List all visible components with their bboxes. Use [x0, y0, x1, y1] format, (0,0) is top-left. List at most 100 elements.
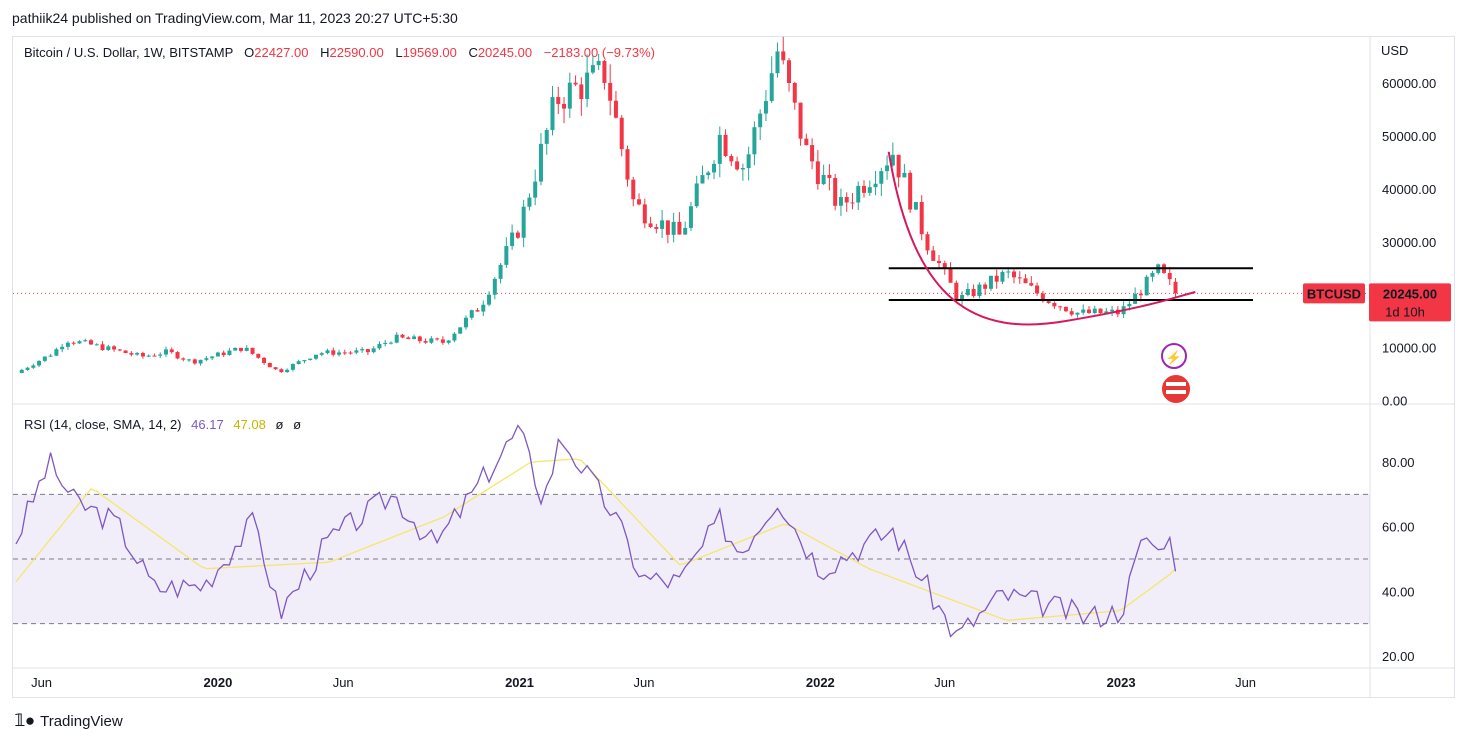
rsi-legend[interactable]: RSI (14, close, SMA, 14, 2) 46.17 47.08 … [24, 417, 301, 432]
rsi-sma-value: 47.08 [233, 417, 266, 432]
candle-body [412, 336, 417, 340]
candle-body [510, 232, 515, 247]
rsi-axis-tick: 80.00 [1382, 455, 1415, 470]
candle-body [42, 356, 47, 361]
candle-body [365, 349, 370, 353]
low-value: 19569.00 [402, 45, 457, 60]
candle-body [642, 204, 647, 224]
candle-body [348, 352, 353, 354]
high-label: H [320, 45, 330, 60]
candle-body [879, 171, 884, 184]
candle-body [637, 199, 642, 205]
candle-body [712, 163, 717, 173]
candle-body [994, 275, 999, 282]
candle-body [342, 352, 347, 354]
candle-body [158, 354, 163, 356]
candle-body [873, 183, 878, 188]
candle-body [815, 161, 820, 185]
candle-body [700, 175, 705, 184]
candle-body [821, 174, 826, 185]
candle-body [175, 352, 180, 359]
candle-body [1017, 277, 1022, 279]
time-axis-label: 2020 [203, 675, 232, 690]
candle-body [902, 172, 907, 178]
us-flag-event-icon [1162, 375, 1190, 403]
candle-body [890, 154, 895, 166]
tradingview-footer[interactable]: 𝟙● TradingView [14, 711, 123, 731]
candle-body [215, 352, 220, 357]
candle-body [244, 347, 249, 351]
candle-body [492, 278, 497, 295]
tradingview-logo-icon: 𝟙● [14, 711, 35, 730]
candle-body [1127, 303, 1132, 307]
rsi-axis-tick: 60.00 [1382, 520, 1415, 535]
rsi-line [15, 424, 1177, 638]
candle-body [1035, 285, 1040, 294]
candle-body [937, 260, 942, 264]
candle-body [285, 369, 290, 373]
time-axis-label: 2022 [806, 675, 835, 690]
price-axis-tick: 0.00 [1382, 394, 1407, 409]
candle-body [619, 117, 624, 150]
chart-frame[interactable] [12, 36, 1455, 698]
candle-body [954, 282, 959, 301]
candle-body [654, 227, 659, 229]
candle-body [31, 365, 36, 368]
candle-body [1150, 272, 1155, 277]
candle-body [383, 342, 388, 344]
candle-body [792, 83, 797, 103]
candle-body [377, 343, 382, 349]
price-axis-tick: 40000.00 [1382, 182, 1436, 197]
candle-body [1133, 293, 1138, 304]
candle-body [585, 72, 590, 99]
candle-body [262, 357, 267, 363]
candle-body [781, 51, 786, 61]
candle-body [1029, 283, 1034, 286]
candle-body [913, 202, 918, 210]
candle-body [1052, 302, 1057, 307]
candle-body [1058, 306, 1063, 308]
candle-body [763, 101, 768, 114]
price-tag-bg [1369, 283, 1451, 322]
candle-body [210, 356, 215, 359]
candle-body [123, 350, 128, 354]
candle-body [838, 197, 843, 206]
candle-body [19, 369, 24, 373]
candle-body [885, 165, 890, 172]
price-tag-symbol: BTCUSD [1307, 286, 1361, 301]
candle-body [446, 340, 451, 343]
candle-body [296, 361, 301, 365]
candle-body [896, 154, 901, 178]
candle-body [65, 342, 70, 347]
candle-body [325, 350, 330, 354]
candle-body [948, 267, 953, 283]
candle-body [960, 294, 965, 301]
candle-body [1173, 281, 1178, 294]
candle-body [740, 168, 745, 170]
candle-body [694, 183, 699, 207]
close-label: C [468, 45, 478, 60]
candle-body [573, 82, 578, 85]
candle-body [729, 155, 734, 162]
time-axis-label: 2021 [505, 675, 534, 690]
candle-body [313, 354, 318, 359]
candle-body [140, 352, 145, 357]
candle-body [908, 172, 913, 210]
candle-body [452, 333, 457, 341]
candle-body [1040, 293, 1045, 302]
candle-body [1092, 308, 1097, 314]
price-axis-tick: 60000.00 [1382, 76, 1436, 91]
candle-body [1012, 271, 1017, 278]
symbol-legend[interactable]: Bitcoin / U.S. Dollar, 1W, BITSTAMP O224… [24, 45, 663, 60]
candle-body [37, 360, 42, 366]
candle-body [1081, 309, 1086, 313]
candle-body [746, 154, 751, 169]
candle-body [308, 358, 313, 361]
candle-body [596, 60, 601, 66]
price-tag-countdown: 1d 10h [1385, 304, 1425, 319]
candle-body [648, 223, 653, 228]
price-tag-symbol-bg [1303, 283, 1365, 304]
candle-body [717, 134, 722, 164]
candle-body [665, 220, 670, 235]
